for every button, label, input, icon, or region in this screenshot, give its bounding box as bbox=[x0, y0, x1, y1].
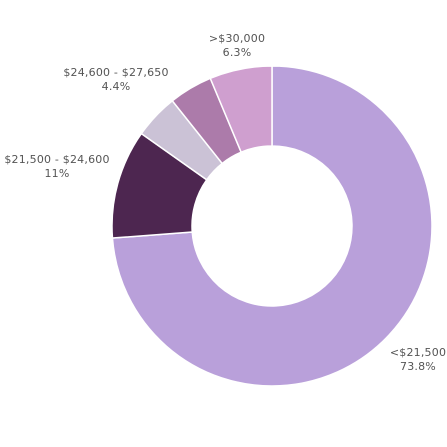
slice-value-label-1: 11% bbox=[44, 167, 69, 180]
slice-value-label-0: 73.8% bbox=[400, 360, 436, 373]
slice-value-label-4: 6.3% bbox=[223, 46, 252, 59]
slices-group bbox=[111, 65, 433, 387]
slice-label-3: $24,600 - $27,650 bbox=[63, 66, 168, 79]
slice-value-label-3: 4.4% bbox=[102, 80, 131, 93]
slice-label-0: <$21,500 bbox=[390, 346, 446, 359]
slice-label-4: >$30,000 bbox=[209, 32, 265, 45]
slice-label-1: $21,500 - $24,600 bbox=[4, 153, 109, 166]
donut-slice-4 bbox=[209, 65, 273, 154]
donut-slice-0 bbox=[111, 65, 433, 387]
